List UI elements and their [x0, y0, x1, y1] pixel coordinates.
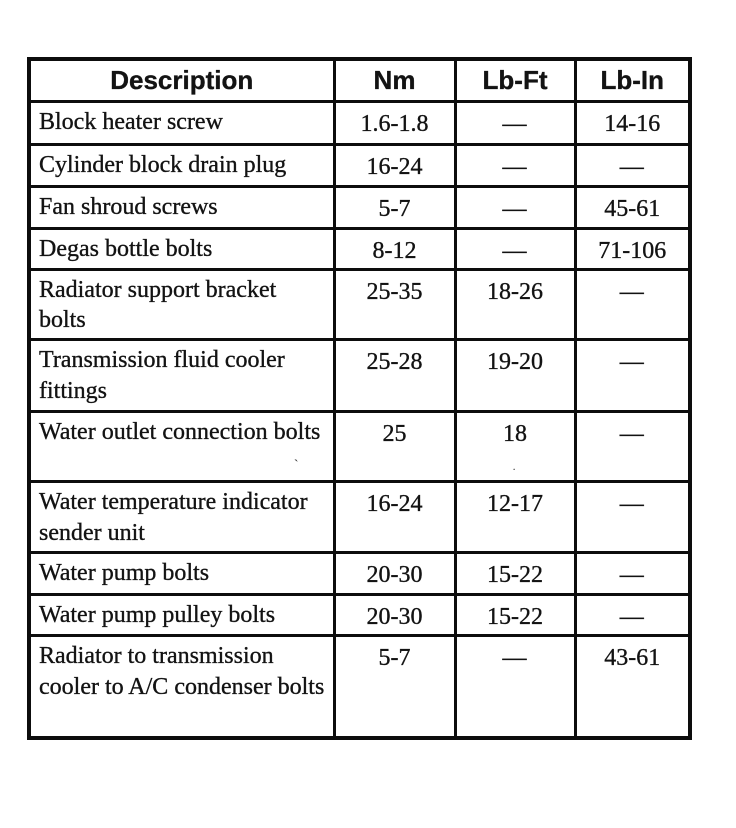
cell-description: Cylinder block drain plug: [27, 142, 336, 188]
cell-description: Radiator support bracket bolts: [27, 267, 336, 341]
cell-description: Transmission fluid cooler fittings: [27, 337, 336, 413]
cell-description: Water temperature indicator sender unit: [27, 479, 336, 554]
table-row: Radiator support bracket bolts 25-35 18-…: [27, 267, 692, 341]
cell-lb-in: 43-61: [573, 633, 692, 740]
cell-lb-ft: 19-20: [453, 337, 577, 413]
table-row: Block heater screw 1.6-1.8 — 14-16: [27, 99, 692, 146]
cell-description-text: Water outlet connection bolts: [39, 418, 321, 445]
table-row: Water temperature indicator sender unit …: [27, 479, 692, 554]
table-row: Cylinder block drain plug 16-24 — —: [27, 142, 692, 188]
cell-description: Block heater screw: [27, 99, 336, 146]
table-row: Water pump pulley bolts 20-30 15-22 —: [27, 592, 692, 637]
cell-nm: 25-28: [332, 337, 457, 413]
cell-nm: 20-30: [332, 592, 457, 637]
cell-lb-ft: 15-22: [453, 550, 577, 596]
cell-description: Degas bottle bolts: [27, 226, 336, 271]
column-header-description: Description: [27, 57, 336, 103]
cell-lb-ft: —: [453, 99, 577, 146]
cell-lb-ft: —: [453, 142, 577, 188]
cell-lb-in: —: [573, 409, 692, 483]
cell-description: Water pump pulley bolts: [27, 592, 336, 637]
cell-nm: 1.6-1.8: [332, 99, 457, 146]
cell-lb-in: —: [573, 550, 692, 596]
cell-lb-in: —: [573, 142, 692, 188]
cell-lb-ft: —: [453, 184, 577, 230]
cell-lb-ft-text: 18: [503, 420, 527, 447]
cell-description: Water pump bolts: [27, 550, 336, 596]
cell-nm: 8-12: [332, 226, 457, 271]
cell-lb-in: —: [573, 337, 692, 413]
table-row: Transmission fluid cooler fittings 25-28…: [27, 337, 692, 413]
cell-lb-ft: 15-22: [453, 592, 577, 637]
table-row: Water outlet connection bolts ` 25 18 . …: [27, 409, 692, 483]
cell-nm: 20-30: [332, 550, 457, 596]
scan-artifact-mark: `: [293, 457, 299, 473]
table-row: Radiator to transmission cooler to A/C c…: [27, 633, 692, 740]
table-row: Fan shroud screws 5-7 — 45-61: [27, 184, 692, 230]
cell-nm: 5-7: [332, 184, 457, 230]
column-header-nm: Nm: [332, 57, 457, 103]
cell-lb-ft: 12-17: [453, 479, 577, 554]
cell-nm: 16-24: [332, 479, 457, 554]
cell-description: Radiator to transmission cooler to A/C c…: [27, 633, 336, 740]
table-header-row: Description Nm Lb-Ft Lb-In: [27, 57, 692, 103]
column-header-lb-ft: Lb-Ft: [453, 57, 577, 103]
cell-lb-ft: —: [453, 226, 577, 271]
scan-artifact-dot: .: [512, 458, 516, 473]
column-header-lb-in: Lb-In: [573, 57, 692, 103]
cell-lb-in: 71-106: [573, 226, 692, 271]
torque-spec-table: Description Nm Lb-Ft Lb-In Block heater …: [27, 57, 692, 741]
table-row: Degas bottle bolts 8-12 — 71-106: [27, 226, 692, 271]
cell-lb-in: —: [573, 592, 692, 637]
cell-nm: 16-24: [332, 142, 457, 188]
cell-lb-in: 45-61: [573, 184, 692, 230]
cell-lb-ft: 18 .: [453, 409, 577, 483]
cell-nm: 5-7: [332, 633, 457, 740]
cell-lb-in: 14-16: [573, 99, 692, 146]
cell-lb-ft: 18-26: [453, 267, 577, 341]
cell-lb-in: —: [573, 267, 692, 341]
cell-nm: 25-35: [332, 267, 457, 341]
cell-nm: 25: [332, 409, 457, 483]
cell-lb-in: —: [573, 479, 692, 554]
cell-description: Fan shroud screws: [27, 184, 336, 230]
cell-description: Water outlet connection bolts `: [27, 409, 336, 483]
table-row: Water pump bolts 20-30 15-22 —: [27, 550, 692, 596]
cell-lb-ft: —: [453, 633, 577, 740]
